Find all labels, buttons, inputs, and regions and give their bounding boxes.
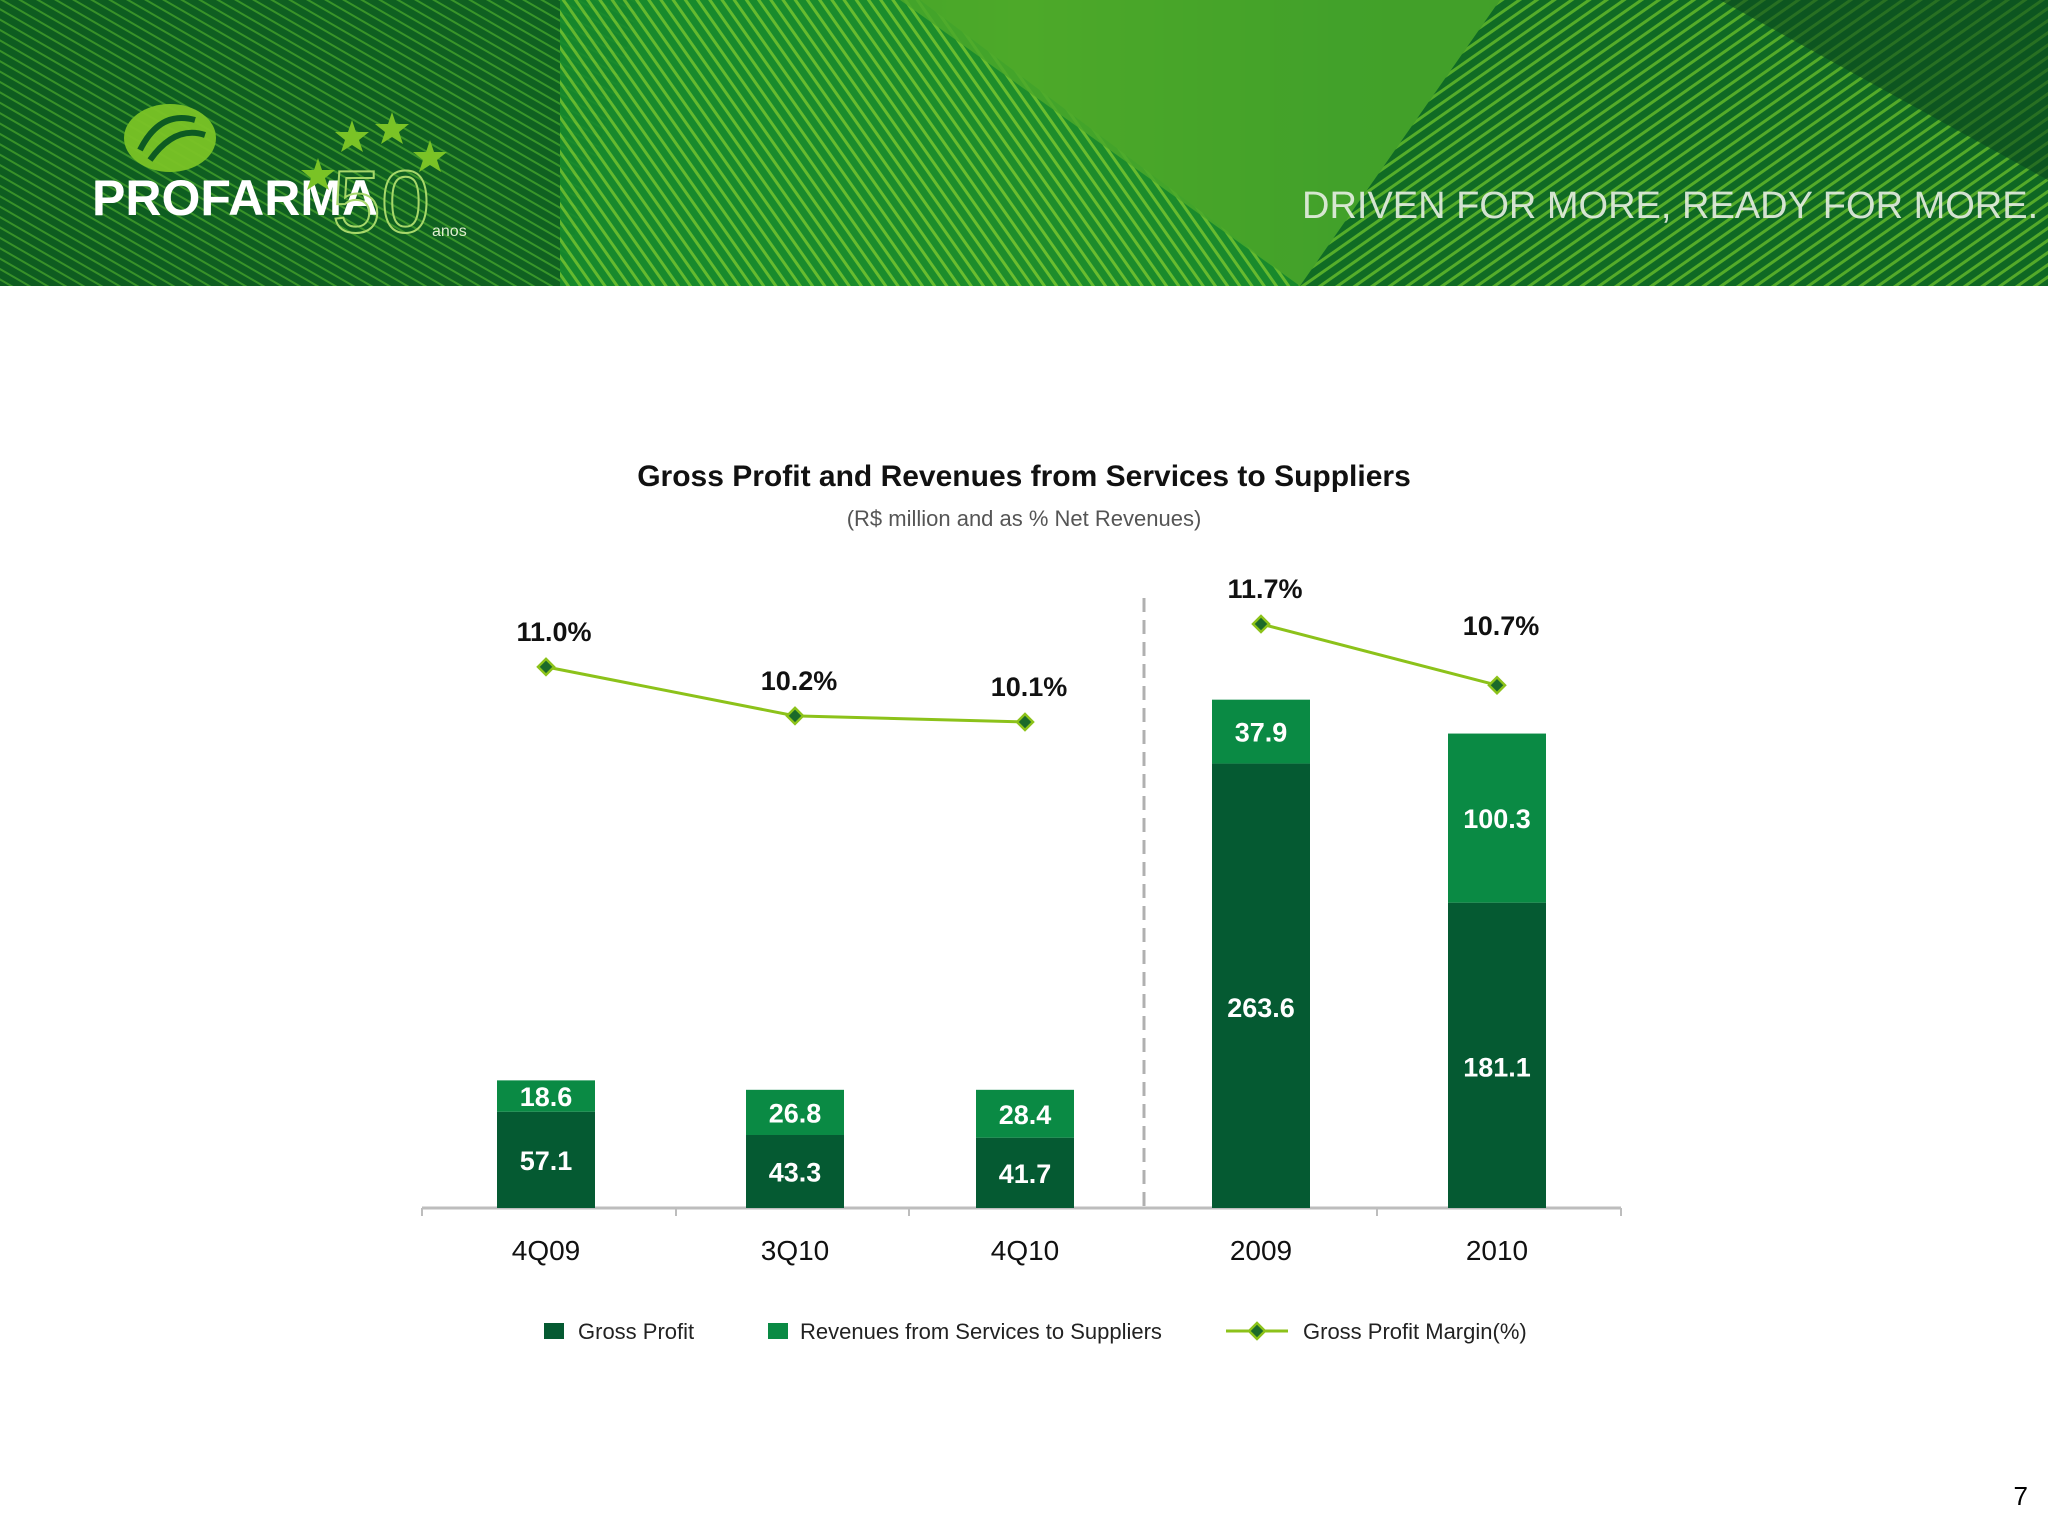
bar-revenues-services [1448, 733, 1546, 903]
legend-swatch-gross-profit [544, 1323, 564, 1339]
header-banner: PROFARMA 50 anos DRIVEN FOR MORE, READY … [0, 0, 2048, 286]
margin-label: 11.7% [1227, 574, 1302, 604]
legend-label-gross-profit: Gross Profit [578, 1319, 694, 1344]
margin-marker [1015, 712, 1035, 732]
logo-anniversary-number: 50 [332, 152, 430, 251]
margin-marker [536, 657, 556, 677]
chart-subtitle: (R$ million and as % Net Revenues) [847, 506, 1202, 531]
x-tick-label: 2009 [1230, 1235, 1292, 1266]
logo-emblem-stroke [137, 115, 196, 152]
bar-revenues-services [746, 1089, 844, 1135]
legend-label-margin: Gross Profit Margin(%) [1303, 1319, 1527, 1344]
margin-label: 11.0% [516, 617, 591, 647]
bar-gross-profit [976, 1137, 1074, 1208]
bar-gross-profit [497, 1111, 595, 1208]
data-label-revenues-services: 37.9 [1235, 718, 1288, 748]
plot-area: 57.1 18.6 4Q09 43.3 26.8 3Q10 41.7 28.4 4Q10 263.… [421, 574, 1622, 1266]
bar-revenues-services [976, 1089, 1074, 1138]
banner-stripe-panel [1720, 0, 2048, 180]
chart-legend: Gross Profit Revenues from Services to Su… [544, 1319, 1527, 1344]
margin-line-segment [545, 665, 796, 718]
bar-revenues-services [497, 1080, 595, 1112]
margin-line-segment [1260, 622, 1498, 687]
data-label-revenues-services: 28.4 [999, 1100, 1052, 1130]
data-label-revenues-services: 100.3 [1463, 804, 1531, 834]
logo-wordmark: PROFARMA [92, 170, 378, 226]
profarma-logo: PROFARMA 50 anos [92, 104, 467, 252]
bar-gross-profit [1212, 763, 1310, 1208]
data-label-revenues-services: 18.6 [520, 1082, 573, 1112]
legend-label-revenues-services: Revenues from Services to Suppliers [800, 1319, 1162, 1344]
bar-gross-profit [1448, 902, 1546, 1208]
banner-stripe-panel [560, 0, 1300, 286]
header-tagline: DRIVEN FOR MORE, READY FOR MORE. [1302, 185, 2038, 227]
legend-swatch-margin-marker [1247, 1321, 1267, 1341]
bar-revenues-services [1212, 699, 1310, 764]
data-label-gross-profit: 43.3 [769, 1157, 822, 1187]
x-tick-label: 4Q10 [991, 1235, 1060, 1266]
data-label-gross-profit: 263.6 [1227, 993, 1295, 1023]
logo-anniversary-suffix: anos [432, 223, 467, 240]
data-label-gross-profit: 57.1 [520, 1146, 573, 1176]
margin-marker [785, 706, 805, 726]
data-label-revenues-services: 26.8 [769, 1098, 822, 1128]
banner-stripe-panel [0, 0, 640, 286]
data-label-gross-profit: 181.1 [1463, 1053, 1531, 1083]
margin-marker [1487, 675, 1507, 695]
legend-swatch-revenues-services [768, 1323, 788, 1339]
logo-emblem-stroke [147, 129, 206, 162]
x-tick-label: 2010 [1466, 1235, 1528, 1266]
margin-label: 10.1% [991, 672, 1068, 702]
x-tick-label: 3Q10 [761, 1235, 830, 1266]
bar-gross-profit [746, 1134, 844, 1208]
logo-stars-icon [301, 112, 447, 190]
margin-label: 10.7% [1463, 611, 1540, 641]
margin-line-segment [794, 714, 1026, 724]
data-label-gross-profit: 41.7 [999, 1159, 1052, 1189]
margin-marker [1251, 614, 1271, 634]
x-tick-label: 4Q09 [512, 1235, 581, 1266]
chart-title: Gross Profit and Revenues from Services … [637, 460, 1411, 493]
page-number: 7 [2013, 1481, 2028, 1511]
margin-label: 10.2% [761, 666, 838, 696]
